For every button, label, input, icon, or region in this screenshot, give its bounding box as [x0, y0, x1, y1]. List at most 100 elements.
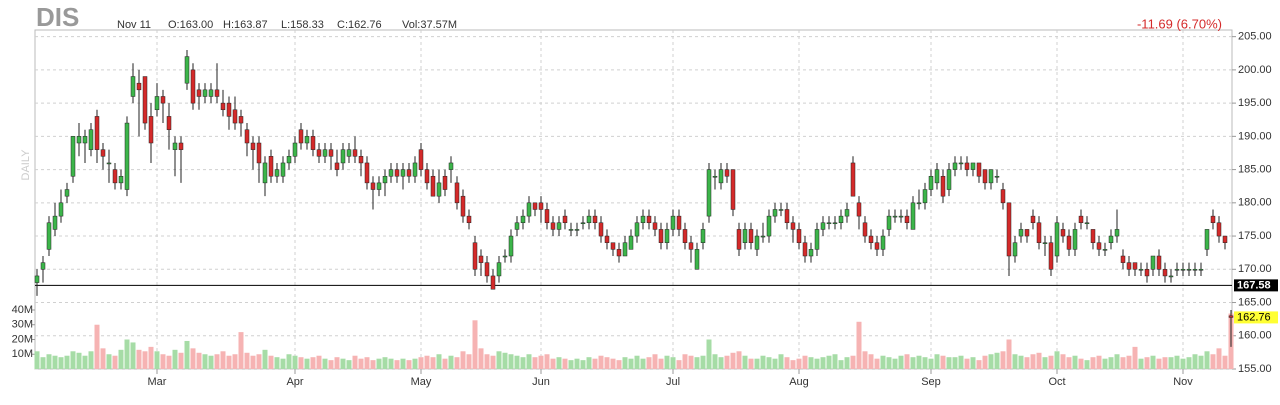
- candle-body: [544, 209, 550, 224]
- volume-bar: [718, 357, 724, 369]
- volume-bar: [814, 358, 820, 369]
- volume-bar: [700, 355, 706, 369]
- volume-bar: [178, 352, 184, 369]
- candle-body: [262, 162, 268, 184]
- candle-body: [664, 229, 670, 243]
- candle-body: [340, 149, 346, 164]
- candle-body: [670, 215, 676, 230]
- volume-bar: [664, 355, 670, 369]
- volume-bar: [856, 321, 862, 369]
- candle-body: [700, 229, 706, 243]
- volume-bar: [220, 351, 226, 369]
- candle-body: [58, 202, 64, 217]
- volume-tick-label: 40M: [12, 304, 33, 316]
- candle-body: [406, 169, 412, 177]
- volume-bar: [1204, 351, 1210, 369]
- volume-bar: [562, 358, 568, 369]
- volume-bar: [244, 352, 250, 369]
- candle-body: [778, 209, 784, 211]
- volume-bar: [334, 357, 340, 369]
- volume-bar: [1090, 357, 1096, 369]
- volume-bar: [1024, 357, 1030, 369]
- candle-body: [1192, 269, 1198, 271]
- volume-bar: [538, 355, 544, 369]
- candle-body: [148, 116, 154, 144]
- candle-body: [970, 162, 976, 170]
- volume-bar: [1066, 357, 1072, 369]
- candle-body: [46, 222, 52, 250]
- volume-bar: [706, 339, 712, 369]
- volume-tick-label: 10M: [12, 348, 33, 360]
- volume-bar: [40, 357, 46, 369]
- volume-bar: [100, 348, 106, 369]
- volume-bar: [970, 357, 976, 369]
- candle-body: [838, 215, 844, 224]
- candle-body: [1168, 275, 1174, 278]
- volume-bar: [760, 355, 766, 369]
- candle-body: [370, 182, 376, 190]
- volume-bar: [454, 357, 460, 369]
- candle-body: [376, 182, 382, 190]
- candle-body: [130, 76, 136, 97]
- candle-body: [466, 215, 472, 224]
- open-label: O:163.00: [168, 19, 213, 31]
- volume-bar: [124, 339, 130, 369]
- volume-bar: [1054, 351, 1060, 369]
- y-tick-label: 205.00: [1238, 31, 1272, 43]
- candle-body: [598, 222, 604, 237]
- volume-bar: [784, 357, 790, 369]
- candle-body: [490, 275, 496, 290]
- volume-bar: [1126, 355, 1132, 369]
- volume-bar: [256, 354, 262, 369]
- volume-bar: [250, 355, 256, 369]
- volume-bar: [862, 351, 868, 369]
- volume-bar: [1084, 360, 1090, 369]
- volume-bar: [142, 351, 148, 369]
- candle-body: [760, 235, 766, 238]
- volume-bar: [1138, 358, 1144, 369]
- volume-bar: [772, 358, 778, 369]
- candle-body: [124, 122, 130, 190]
- volume-bar: [292, 355, 298, 369]
- candle-body: [250, 142, 256, 150]
- volume-bar: [556, 357, 562, 369]
- candle-body: [214, 89, 220, 97]
- volume-bar: [1186, 357, 1192, 369]
- candle-body: [688, 242, 694, 250]
- volume-bar: [544, 354, 550, 369]
- volume-bar: [820, 357, 826, 369]
- volume-bar: [844, 357, 850, 369]
- candle-body: [442, 175, 448, 190]
- candle-body: [1042, 242, 1048, 244]
- volume-bar: [730, 352, 736, 369]
- period: DAILY: [20, 149, 32, 181]
- candle-body: [1078, 215, 1084, 224]
- volume-bar: [520, 357, 526, 369]
- y-tick-label: 155.00: [1238, 363, 1272, 375]
- volume-bar: [70, 351, 76, 369]
- candle-body: [1066, 235, 1072, 250]
- volume-bar: [1042, 357, 1048, 369]
- candle-body: [172, 142, 178, 150]
- candle-body: [286, 156, 292, 164]
- candle-body: [586, 215, 592, 224]
- candle-body: [448, 162, 454, 170]
- volume-tick-label: 20M: [12, 333, 33, 345]
- volume-bar: [226, 355, 232, 369]
- candle-body: [844, 209, 850, 217]
- candle-body: [580, 222, 586, 225]
- volume-bar: [358, 358, 364, 369]
- volume-bar: [1162, 357, 1168, 369]
- candle-body: [982, 169, 988, 184]
- candle-body: [322, 149, 328, 157]
- volume-bar: [1096, 355, 1102, 369]
- candle-body: [796, 229, 802, 243]
- candle-body: [274, 169, 280, 177]
- candle-body: [424, 169, 430, 184]
- candle-body: [76, 136, 82, 144]
- candle-body: [232, 109, 238, 124]
- candle-body: [808, 249, 814, 257]
- candle-body: [346, 149, 352, 157]
- volume-bar: [148, 346, 154, 369]
